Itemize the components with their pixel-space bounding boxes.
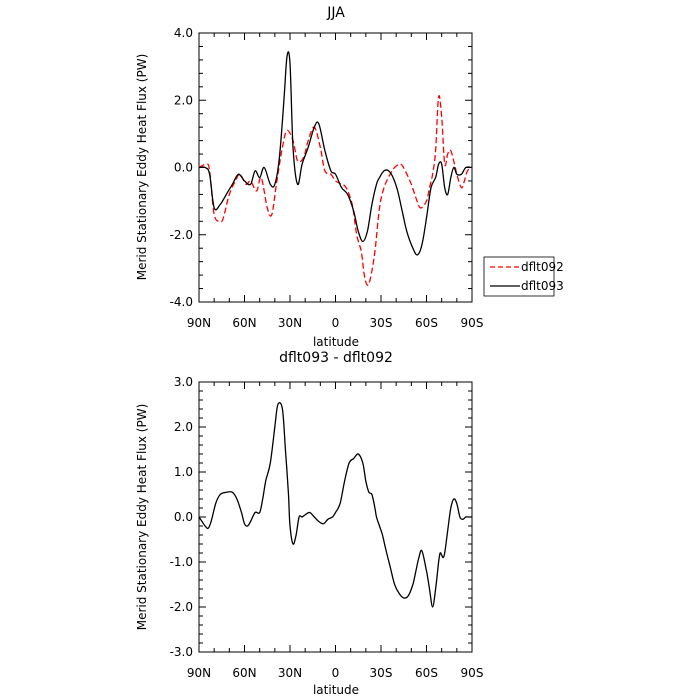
x-tick-label: 0: [332, 316, 340, 330]
y-tick-label: -2.0: [170, 228, 193, 242]
bottom-series-lines: [198, 401, 472, 608]
x-tick-label: 30S: [370, 666, 393, 680]
bottom-panel: dflt093 - dflt092 -3.0 -2.0 -1.0 0.0 1.0 2.0 3…: [135, 350, 483, 697]
y-tick-label: 1.0: [174, 465, 193, 479]
series-line-diff-0: [198, 401, 472, 608]
x-tick-label: 60N: [232, 666, 256, 680]
x-tick-label: 90S: [461, 666, 484, 680]
top-series-lines: [198, 51, 473, 286]
bottom-y-axis-label: Merid Stationary Eddy Heat Flux (PW): [135, 404, 149, 631]
x-tick-label: 30N: [278, 316, 302, 330]
top-plot-frame: [198, 32, 473, 303]
x-tick-label: 0: [332, 666, 340, 680]
top-x-ticks: 90N 60N 30N 0 30S 60S 90S: [187, 33, 484, 330]
y-tick-label: 0.0: [174, 161, 193, 175]
legend-label-dflt092: dflt092: [521, 260, 564, 274]
top-y-ticks: -4.0 -2.0 0.0 2.0 4.0: [170, 26, 472, 309]
bottom-plot-frame: [198, 381, 473, 653]
legend-box: [483, 256, 555, 297]
y-tick-label: 4.0: [174, 26, 193, 40]
y-tick-label: 3.0: [174, 375, 193, 389]
top-x-axis-label: latitude: [313, 335, 359, 349]
x-tick-label: 30N: [278, 666, 302, 680]
x-tick-label: 60S: [415, 316, 438, 330]
x-tick-label: 90N: [187, 666, 211, 680]
bottom-y-ticks: -3.0 -2.0 -1.0 0.0 1.0 2.0 3.0: [170, 375, 472, 659]
y-tick-label: 2.0: [174, 420, 193, 434]
top-panel: JJA -4.0-2.00.02.04.0 90N 60N 30N 0 30S 60S 90…: [135, 5, 483, 349]
y-tick-label: -1.0: [170, 555, 193, 569]
legend-label-dflt093: dflt093: [521, 279, 564, 293]
x-tick-label: 60S: [415, 666, 438, 680]
x-tick-label: 30S: [370, 316, 393, 330]
legend: dflt092 dflt093: [483, 256, 564, 297]
series-line-dflt092: [198, 95, 473, 286]
top-y-axis-label: Merid Stationary Eddy Heat Flux (PW): [135, 54, 149, 281]
y-tick-label: 0.0: [174, 510, 193, 524]
bottom-x-ticks: 90N 60N 30N 0 30S 60S 90S: [187, 382, 484, 680]
top-panel-title: JJA: [326, 5, 345, 21]
series-line-dflt093: [198, 51, 473, 256]
bottom-x-axis-label: latitude: [313, 683, 359, 697]
y-tick-label: -4.0: [170, 295, 193, 309]
x-tick-label: 60N: [232, 316, 256, 330]
y-tick-label: -3.0: [170, 645, 193, 659]
x-tick-label: 90S: [461, 316, 484, 330]
x-tick-label: 90N: [187, 316, 211, 330]
y-tick-label: 2.0: [174, 93, 193, 107]
y-tick-label: -2.0: [170, 600, 193, 614]
bottom-panel-title: dflt093 - dflt092: [279, 350, 393, 366]
